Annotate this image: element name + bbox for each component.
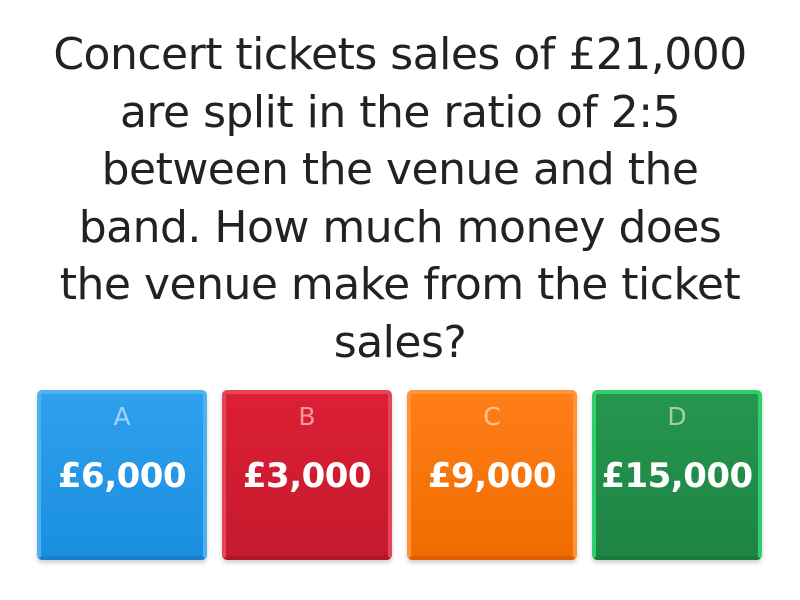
answer-letter: D bbox=[667, 402, 687, 431]
answer-button-c[interactable]: C £9,000 bbox=[407, 390, 577, 560]
answer-value: £9,000 bbox=[427, 456, 557, 496]
answer-value: £3,000 bbox=[242, 456, 372, 496]
answer-button-b[interactable]: B £3,000 bbox=[222, 390, 392, 560]
answer-button-d[interactable]: D £15,000 bbox=[592, 390, 762, 560]
answer-button-a[interactable]: A £6,000 bbox=[37, 390, 207, 560]
answer-letter: B bbox=[298, 402, 316, 431]
question-text: Concert tickets sales of £21,000 are spl… bbox=[53, 29, 747, 368]
answer-letter: C bbox=[483, 402, 501, 431]
answer-value: £15,000 bbox=[601, 456, 753, 496]
answer-value: £6,000 bbox=[57, 456, 187, 496]
answer-letter: A bbox=[113, 402, 131, 431]
